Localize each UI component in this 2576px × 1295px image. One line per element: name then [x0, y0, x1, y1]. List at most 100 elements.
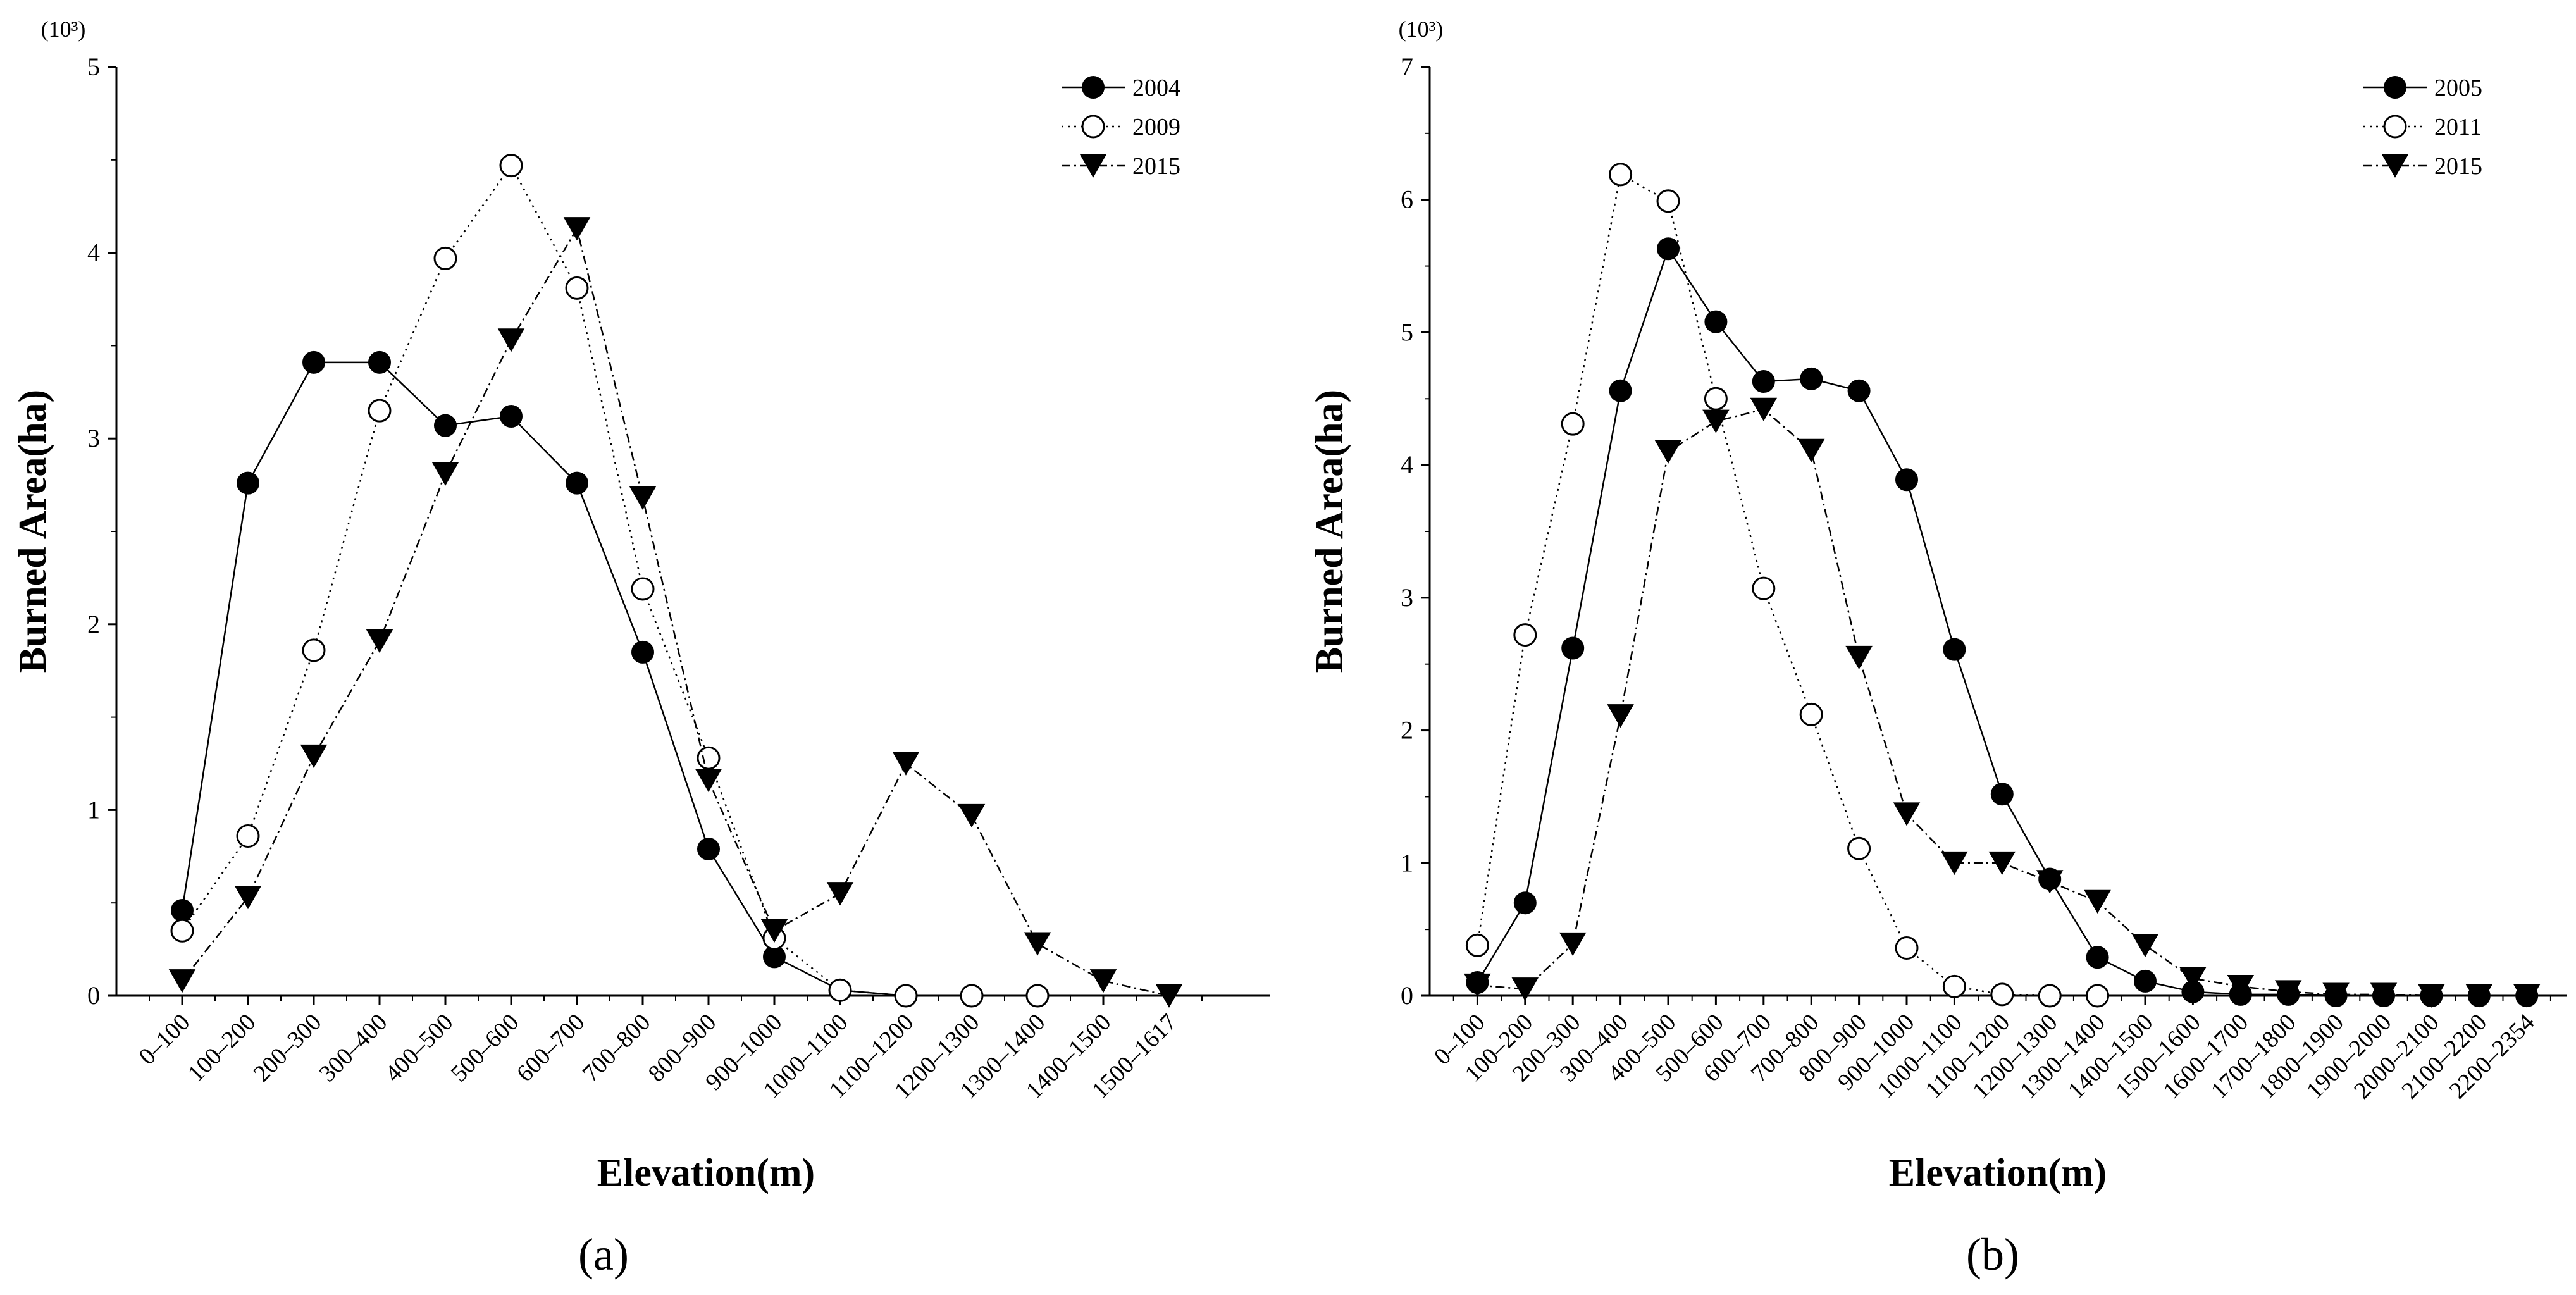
- data-point-2005: [1609, 379, 1632, 402]
- data-point-2004: [697, 838, 720, 861]
- data-point-2005: [1943, 638, 1966, 661]
- data-point-2009: [368, 399, 392, 423]
- data-point-2015: [958, 803, 986, 828]
- data-point-2015: [1893, 802, 1921, 826]
- data-point-2004: [566, 471, 588, 495]
- data-point-2011: [1990, 982, 2014, 1007]
- legend-marker: [2381, 154, 2409, 178]
- y-tick-label: 3: [1401, 583, 1413, 612]
- data-point-2011: [1942, 974, 1966, 998]
- y-tick-label: 4: [1401, 450, 1413, 479]
- data-point-2015: [2322, 982, 2350, 1007]
- data-point-2015: [1464, 973, 1491, 998]
- series-line-2004: [181, 361, 907, 997]
- series-line-2011: [1477, 173, 2098, 997]
- data-point-2005: [2086, 946, 2109, 969]
- y-tick-label: 0: [1401, 981, 1413, 1010]
- data-point-2011: [1465, 933, 1489, 957]
- y-tick-label: 2: [1401, 716, 1413, 745]
- data-point-2015: [2084, 889, 2111, 914]
- data-point-2015: [1750, 397, 1778, 421]
- y-tick-label: 7: [1401, 53, 1413, 81]
- data-point-2011: [1561, 412, 1585, 436]
- data-point-2011: [1752, 576, 1776, 600]
- data-point-2005: [1895, 468, 1918, 492]
- series-2009: [170, 154, 1050, 1008]
- x-axis-title: Elevation(m): [597, 1151, 815, 1194]
- data-point-2009: [565, 276, 589, 300]
- data-point-2015: [1559, 932, 1587, 957]
- legend-item-2015: 2015: [1062, 153, 1180, 180]
- data-point-2015: [826, 882, 854, 906]
- data-point-2004: [237, 471, 259, 495]
- series-line-2005: [1477, 247, 2527, 997]
- y-tick-label: 0: [87, 981, 100, 1010]
- data-point-2005: [1513, 891, 1537, 915]
- data-point-2004: [631, 640, 654, 664]
- data-point-2009: [302, 638, 326, 662]
- data-point-2015: [2179, 967, 2207, 991]
- data-point-2015: [366, 629, 393, 654]
- y-axis-title: Burned Area(ha): [11, 390, 54, 673]
- data-point-2015: [563, 217, 591, 241]
- data-point-2011: [1609, 163, 1633, 187]
- data-point-2004: [171, 898, 194, 922]
- series-2011: [1465, 163, 2110, 1008]
- legend-marker: [2384, 76, 2406, 99]
- data-point-2011: [2086, 984, 2110, 1008]
- data-point-2015: [1988, 851, 2016, 876]
- data-point-2005: [1561, 636, 1585, 660]
- unit-label: (10³): [41, 16, 86, 42]
- x-tick-label: 700–800: [578, 1009, 656, 1087]
- legend-marker: [2383, 115, 2407, 139]
- data-point-2015: [695, 769, 722, 793]
- x-tick-label: 300–400: [314, 1009, 393, 1087]
- data-point-2015: [300, 744, 328, 769]
- data-point-2015: [2274, 980, 2302, 1004]
- data-point-2005: [2134, 969, 2157, 993]
- data-point-2011: [2038, 984, 2062, 1008]
- data-point-2015: [2036, 870, 2064, 894]
- data-point-2015: [2370, 982, 2398, 1007]
- series-2015: [168, 217, 1183, 1008]
- data-point-2015: [1155, 984, 1183, 1008]
- series-line-2015: [182, 226, 1170, 997]
- data-point-2015: [431, 462, 459, 486]
- y-tick-label: 2: [87, 610, 100, 638]
- data-point-2004: [434, 414, 457, 437]
- data-point-2015: [2131, 933, 2159, 958]
- legend-label: 2011: [2434, 114, 2482, 140]
- y-tick-label: 6: [1401, 185, 1413, 214]
- legend-label: 2009: [1132, 114, 1180, 140]
- series-line-2015: [1477, 408, 2527, 997]
- data-point-2009: [170, 919, 194, 943]
- legend-label: 2015: [2434, 153, 2482, 180]
- data-point-2005: [1752, 370, 1775, 393]
- legend-marker: [1081, 115, 1105, 139]
- legend-item-2011: 2011: [2363, 114, 2482, 140]
- y-tick-label: 5: [1401, 318, 1413, 346]
- x-tick-label: 0–100: [133, 1009, 195, 1070]
- series-2004: [171, 350, 917, 1007]
- data-point-2015: [2227, 974, 2255, 999]
- x-tick-label: 400–500: [380, 1009, 459, 1087]
- legend-label: 2005: [2434, 75, 2482, 101]
- data-point-2004: [500, 404, 523, 428]
- data-point-2011: [1847, 836, 1871, 860]
- legend-marker: [1082, 76, 1105, 99]
- data-point-2011: [1704, 387, 1728, 411]
- data-point-2009: [1025, 984, 1050, 1008]
- y-tick-label: 3: [87, 424, 100, 452]
- y-tick-label: 5: [87, 53, 100, 81]
- x-tick-label: 500–600: [446, 1009, 524, 1087]
- data-point-2004: [368, 350, 391, 374]
- series-2015: [1464, 397, 2541, 1008]
- data-point-2011: [1513, 623, 1537, 647]
- chart-panel-a: 0 1 2 3 4 5 0–100100–200200–300300–400400–5005…: [11, 16, 1270, 1280]
- legend-item-2015: 2015: [2363, 153, 2482, 180]
- x-tick-label: 200–300: [249, 1009, 327, 1087]
- series-line-2009: [181, 164, 1037, 997]
- data-point-2015: [1654, 440, 1682, 464]
- data-point-2015: [2513, 984, 2541, 1008]
